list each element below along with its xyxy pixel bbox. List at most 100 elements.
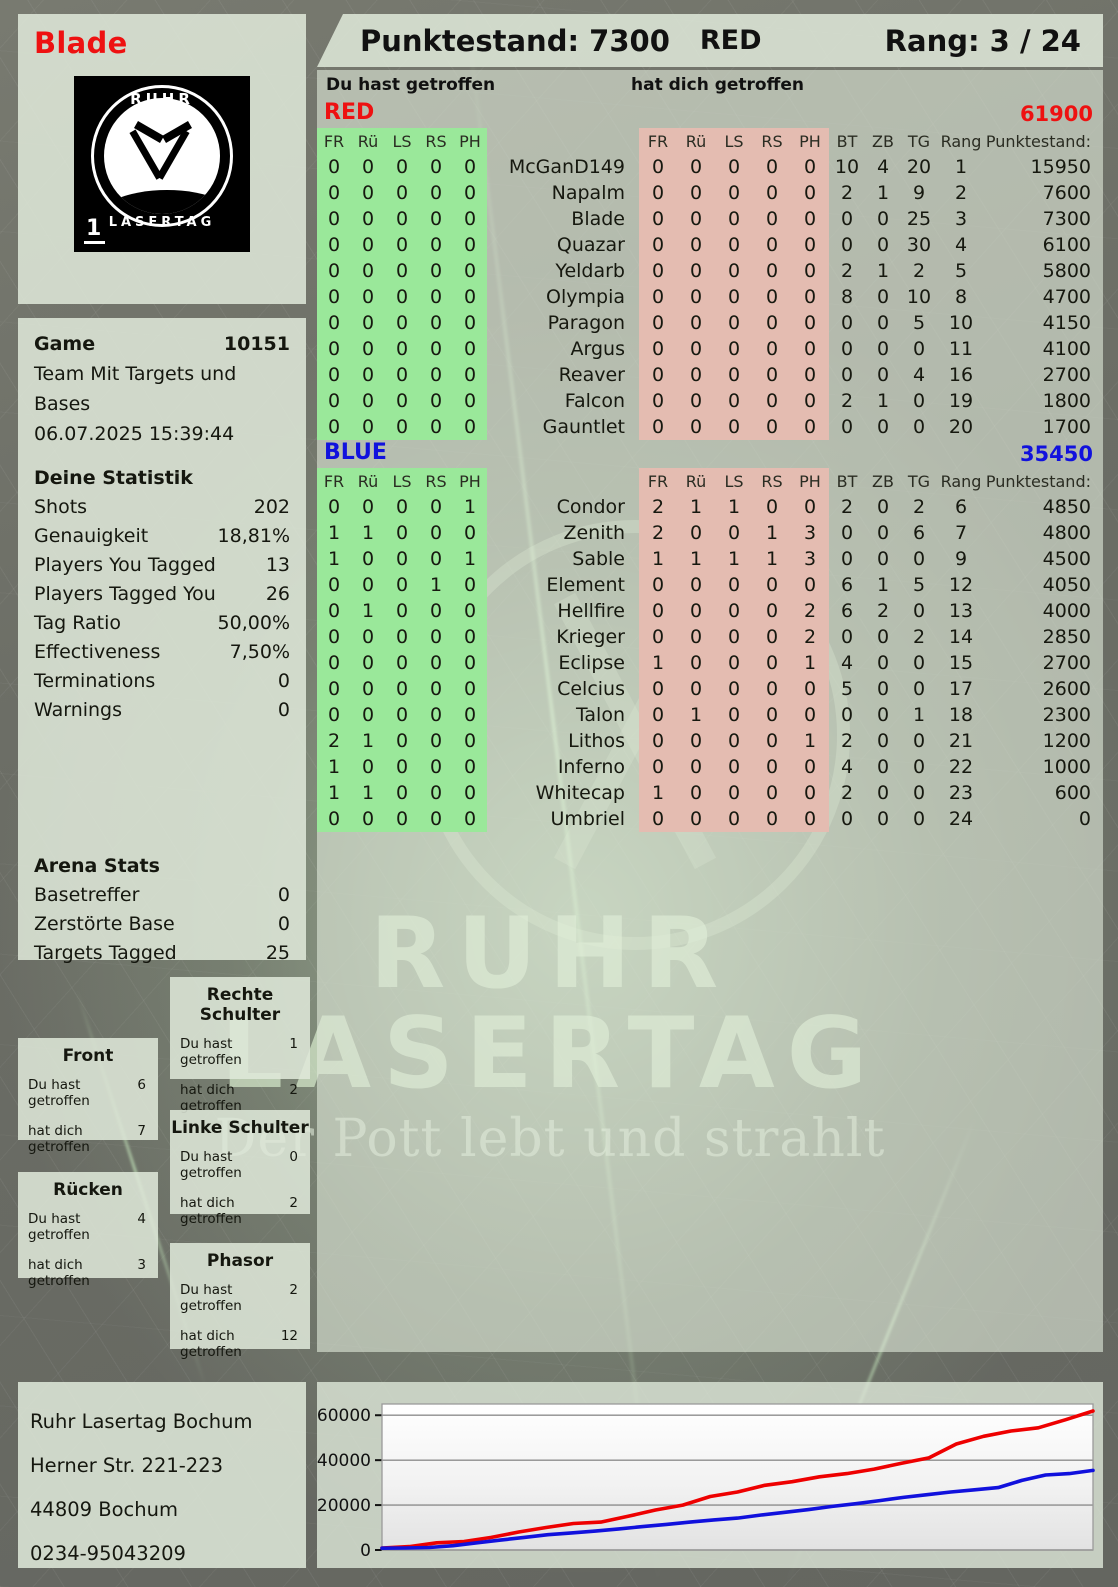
logo-text-bottom: LASERTAG [108,215,216,230]
cell-you-hit: 0 [327,416,341,438]
bodypart-hit-value: 2 [289,1282,298,1298]
table-row[interactable]: 0 0 0 0 0 McGanD149 0 0 0 0 0 10 4 20 1 15950 [317,154,1103,180]
cell-score: 2700 [1042,652,1091,674]
col-header-you-ph: PH [459,131,481,151]
cell-you-hit: 0 [361,808,375,830]
team-header: RED 61900 [317,100,1103,128]
table-row[interactable]: 0 0 0 0 0 Napalm 0 0 0 0 0 2 1 9 2 7600 [317,180,1103,206]
cell-you-hit: 0 [429,548,443,570]
table-row[interactable]: 0 0 0 0 0 Gauntlet 0 0 0 0 0 0 0 0 20 1700 [317,414,1103,440]
cell-you-hit: 0 [327,312,341,334]
cell-you-hit: 0 [429,208,443,230]
table-row[interactable]: 0 0 0 0 0 Celcius 0 0 0 0 0 5 0 0 17 2600 [317,676,1103,702]
cell-you-hit: 0 [361,548,375,570]
cell-score: 4000 [1042,600,1091,622]
cell-hit-you: 0 [803,312,817,334]
cell-rank: 22 [948,756,974,778]
cell-hit-you: 0 [651,574,665,596]
table-row[interactable]: 0 0 0 0 0 Krieger 0 0 0 0 2 0 0 2 14 2850 [317,624,1103,650]
cell-you-hit: 0 [395,782,409,804]
cell-hit-you: 1 [803,652,817,674]
cell-you-hit: 0 [395,234,409,256]
cell-tg: 0 [912,808,926,830]
cell-bt: 0 [840,364,854,386]
table-header-row: FR Rü LS RS PH FR Rü LS RS PH BT ZB TG Rang Punktestan… [317,468,1103,494]
table-row[interactable]: 0 0 0 0 0 Yeldarb 0 0 0 0 0 2 1 2 5 5800 [317,258,1103,284]
cell-zb: 4 [876,156,890,178]
table-row[interactable]: 1 0 0 0 0 Inferno 0 0 0 0 0 4 0 0 22 1000 [317,754,1103,780]
cell-rank: 3 [954,208,968,230]
cell-hit-you: 0 [803,234,817,256]
table-row[interactable]: 0 0 0 0 0 Blade 0 0 0 0 0 0 0 25 3 7300 [317,206,1103,232]
cell-bt: 4 [840,756,854,778]
cell-player-name: McGanD149 [508,156,625,178]
cell-rank: 6 [954,496,968,518]
cell-zb: 0 [876,678,890,700]
cell-hit-you: 0 [803,496,817,518]
scoreboard-panel: Du hast getroffen hat dich getroffen RED… [317,70,1103,1352]
bodypart-gothit-value: 2 [289,1195,298,1211]
table-row[interactable]: 0 0 0 0 0 Olympia 0 0 0 0 0 8 0 10 8 4700 [317,284,1103,310]
cell-you-hit: 0 [429,808,443,830]
col-header-zb: ZB [872,471,894,491]
cell-hit-you: 0 [727,286,741,308]
cell-hit-you: 0 [803,260,817,282]
cell-tg: 0 [912,782,926,804]
cell-you-hit: 0 [361,156,375,178]
cell-bt: 0 [840,522,854,544]
cell-you-hit: 0 [361,496,375,518]
table-row[interactable]: 0 0 0 0 0 Reaver 0 0 0 0 0 0 0 4 16 2700 [317,362,1103,388]
cell-you-hit: 0 [429,390,443,412]
stat-value: 25 [265,942,290,964]
table-row[interactable]: 0 0 0 0 0 Quazar 0 0 0 0 0 0 0 30 4 6100 [317,232,1103,258]
table-row[interactable]: 0 0 0 0 0 Umbriel 0 0 0 0 0 0 0 0 24 0 [317,806,1103,832]
game-id: 10151 [223,333,290,355]
cell-you-hit: 0 [463,678,477,700]
cell-you-hit: 0 [463,260,477,282]
table-row[interactable]: 1 0 0 0 1 Sable 1 1 1 1 3 0 0 0 9 4500 [317,546,1103,572]
cell-hit-you: 0 [727,390,741,412]
bodypart-box-ruecken: Rücken Du hast getroffen 4 hat dich getro… [18,1172,158,1289]
table-row[interactable]: 2 1 0 0 0 Lithos 0 0 0 0 1 2 0 0 21 1200 [317,728,1103,754]
table-row[interactable]: 0 0 0 0 1 Condor 2 1 1 0 0 2 0 2 6 4850 [317,494,1103,520]
table-row[interactable]: 0 0 0 0 0 Argus 0 0 0 0 0 0 0 0 11 4100 [317,336,1103,362]
cell-you-hit: 2 [327,730,341,752]
cell-hit-you: 0 [765,156,779,178]
table-row[interactable]: 1 1 0 0 0 Whitecap 1 0 0 0 0 2 0 0 23 600 [317,780,1103,806]
cell-you-hit: 1 [429,574,443,596]
table-row[interactable]: 0 0 0 0 0 Falcon 0 0 0 0 0 2 1 0 19 1800 [317,388,1103,414]
cell-bt: 0 [840,208,854,230]
cell-hit-you: 0 [651,234,665,256]
cell-hit-you: 0 [727,730,741,752]
table-row[interactable]: 1 1 0 0 0 Zenith 2 0 0 1 3 0 0 6 7 4800 [317,520,1103,546]
cell-tg: 1 [912,704,926,726]
table-row[interactable]: 0 0 0 0 0 Eclipse 1 0 0 0 1 4 0 0 15 2700 [317,650,1103,676]
table-row[interactable]: 0 1 0 0 0 Hellfire 0 0 0 0 2 6 2 0 13 4000 [317,598,1103,624]
table-row[interactable]: 0 0 0 0 0 Paragon 0 0 0 0 0 0 0 5 10 4150 [317,310,1103,336]
cell-tg: 0 [912,730,926,752]
cell-you-hit: 0 [463,756,477,778]
cell-hit-you: 0 [765,808,779,830]
cell-hit-you: 0 [765,652,779,674]
col-header-name [487,128,639,154]
cell-you-hit: 0 [395,808,409,830]
cell-bt: 2 [840,390,854,412]
cell-hit-you: 2 [651,496,665,518]
cell-bt: 2 [840,496,854,518]
cell-player-name: Blade [571,208,625,230]
cell-you-hit: 0 [327,574,341,596]
cell-you-hit: 0 [463,338,477,360]
cell-hit-you: 0 [651,626,665,648]
bodypart-gothit-row: hat dich getroffen 7 [18,1116,158,1162]
cell-hit-you: 0 [651,156,665,178]
cell-bt: 2 [840,782,854,804]
cell-hit-you: 0 [689,286,703,308]
cell-rank: 24 [948,808,974,830]
table-row[interactable]: 0 0 0 1 0 Element 0 0 0 0 0 6 1 5 12 4050 [317,572,1103,598]
cell-bt: 4 [840,652,854,674]
stat-value: 13 [265,554,290,576]
table-row[interactable]: 0 0 0 0 0 Talon 0 1 0 0 0 0 0 1 18 2300 [317,702,1103,728]
stat-label: Tag Ratio [34,612,121,634]
cell-zb: 0 [876,522,890,544]
cell-you-hit: 0 [395,704,409,726]
